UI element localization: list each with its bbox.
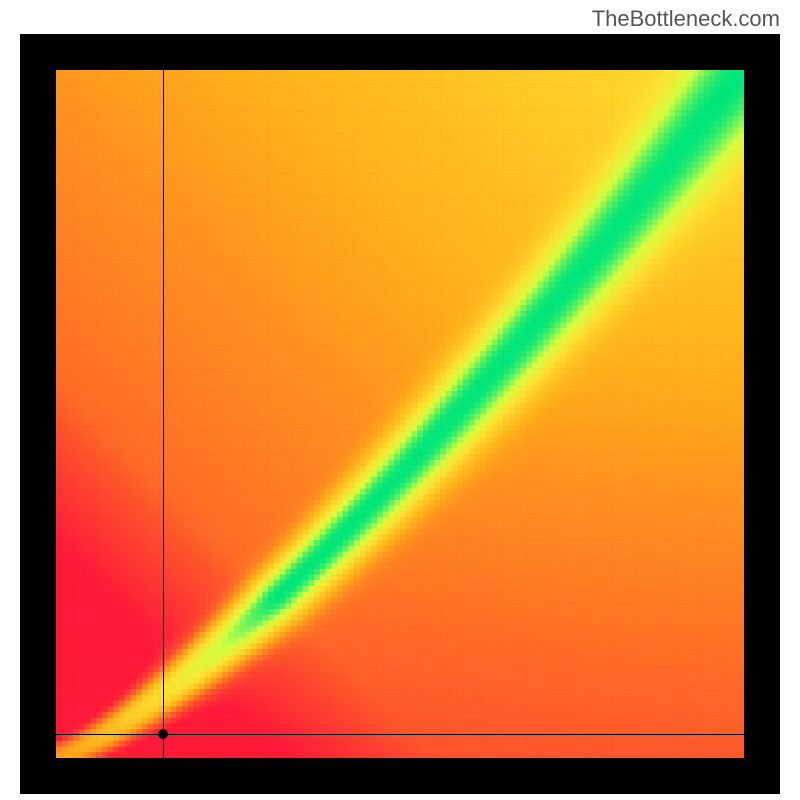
watermark-text: TheBottleneck.com bbox=[592, 6, 780, 32]
chart-plot-area bbox=[56, 70, 744, 758]
crosshair-vertical bbox=[163, 70, 164, 758]
heatmap-canvas bbox=[56, 70, 744, 758]
crosshair-marker bbox=[158, 729, 168, 739]
chart-frame bbox=[20, 34, 780, 794]
